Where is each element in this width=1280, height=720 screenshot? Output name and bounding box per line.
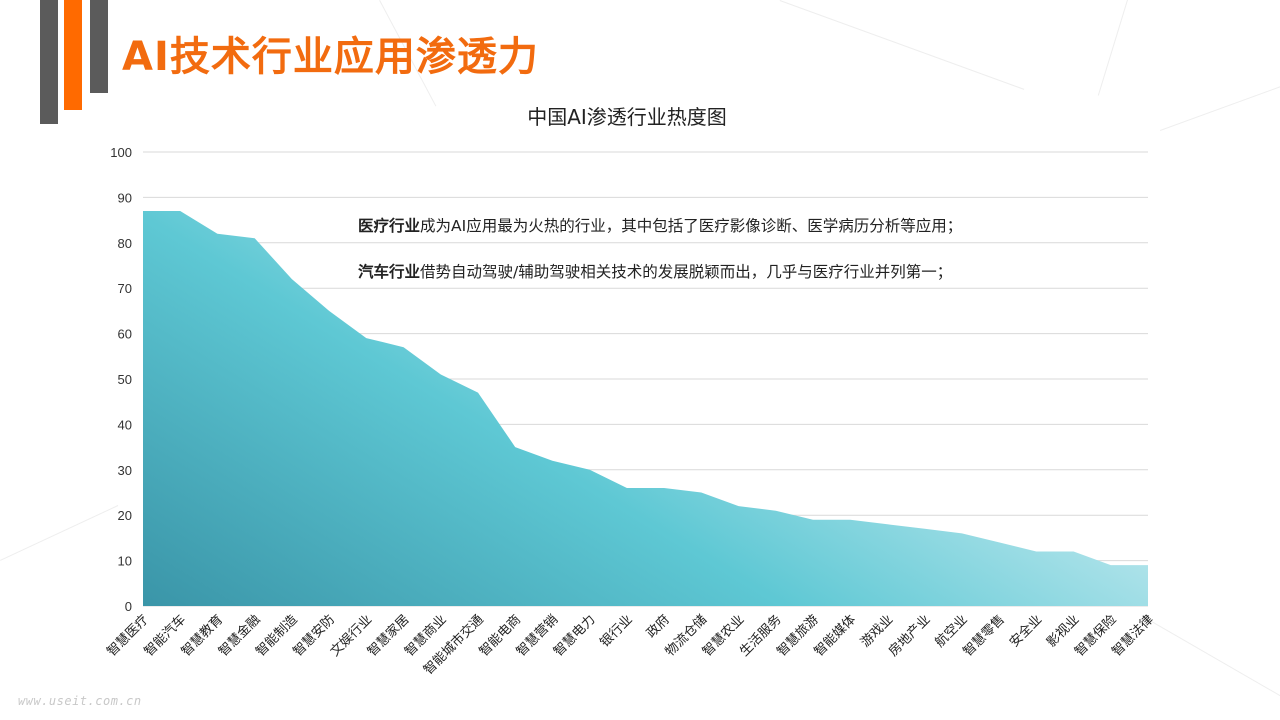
note-automotive: 汽车行业借势自动驾驶/辅助驾驶相关技术的发展脱颖而出，几乎与医疗行业并列第一； bbox=[358, 260, 952, 282]
note-automotive-bold: 汽车行业 bbox=[358, 263, 421, 281]
accent-bar-orange bbox=[64, 0, 82, 110]
y-axis-labels: 0 10 20 30 40 50 60 70 80 90 100 bbox=[110, 145, 132, 614]
x-tick-label: 房地产业 bbox=[885, 612, 933, 660]
x-tick-label: 智慧法律 bbox=[1109, 612, 1157, 660]
y-tick-label: 10 bbox=[118, 554, 132, 569]
accent-bar-gray-right bbox=[90, 0, 108, 93]
x-tick-label: 银行业 bbox=[598, 612, 636, 650]
chart-title: 中国AI渗透行业热度图 bbox=[527, 105, 727, 129]
x-tick-label: 政府 bbox=[644, 612, 673, 641]
y-tick-label: 30 bbox=[118, 463, 132, 478]
y-tick-label: 0 bbox=[125, 599, 132, 614]
page-title: AI技术行业应用渗透力 bbox=[122, 34, 539, 80]
x-tick-label: 智慧电力 bbox=[550, 612, 598, 660]
y-tick-label: 60 bbox=[118, 327, 132, 342]
y-tick-label: 20 bbox=[118, 508, 132, 523]
y-tick-label: 50 bbox=[118, 372, 132, 387]
y-tick-label: 70 bbox=[118, 281, 132, 296]
watermark: www.useit.com.cn bbox=[18, 694, 142, 708]
note-automotive-text: 借势自动驾驶/辅助驾驶相关技术的发展脱颖而出，几乎与医疗行业并列第一； bbox=[420, 263, 953, 281]
y-tick-label: 80 bbox=[118, 236, 132, 251]
x-tick-label: 安全业 bbox=[1006, 612, 1045, 651]
y-tick-label: 100 bbox=[110, 145, 132, 160]
y-tick-label: 40 bbox=[118, 417, 132, 432]
x-tick-label: 智慧零售 bbox=[960, 612, 1008, 660]
accent-bar-gray-left bbox=[40, 0, 58, 124]
x-axis-labels: 智慧医疗智能汽车智慧教育智慧金融智能制造智慧安防文娱行业智慧家居智慧商业智能城市… bbox=[104, 612, 1157, 678]
x-tick-label: 智能媒体 bbox=[812, 612, 859, 659]
note-medical: 医疗行业成为AI应用最为火热的行业，其中包括了医疗影像诊断、医学病历分析等应用； bbox=[358, 214, 962, 236]
area-series bbox=[143, 211, 1148, 606]
y-tick-label: 90 bbox=[118, 190, 132, 205]
note-medical-bold: 医疗行业 bbox=[358, 217, 421, 235]
note-medical-text: 成为AI应用最为火热的行业，其中包括了医疗影像诊断、医学病历分析等应用； bbox=[420, 217, 963, 235]
